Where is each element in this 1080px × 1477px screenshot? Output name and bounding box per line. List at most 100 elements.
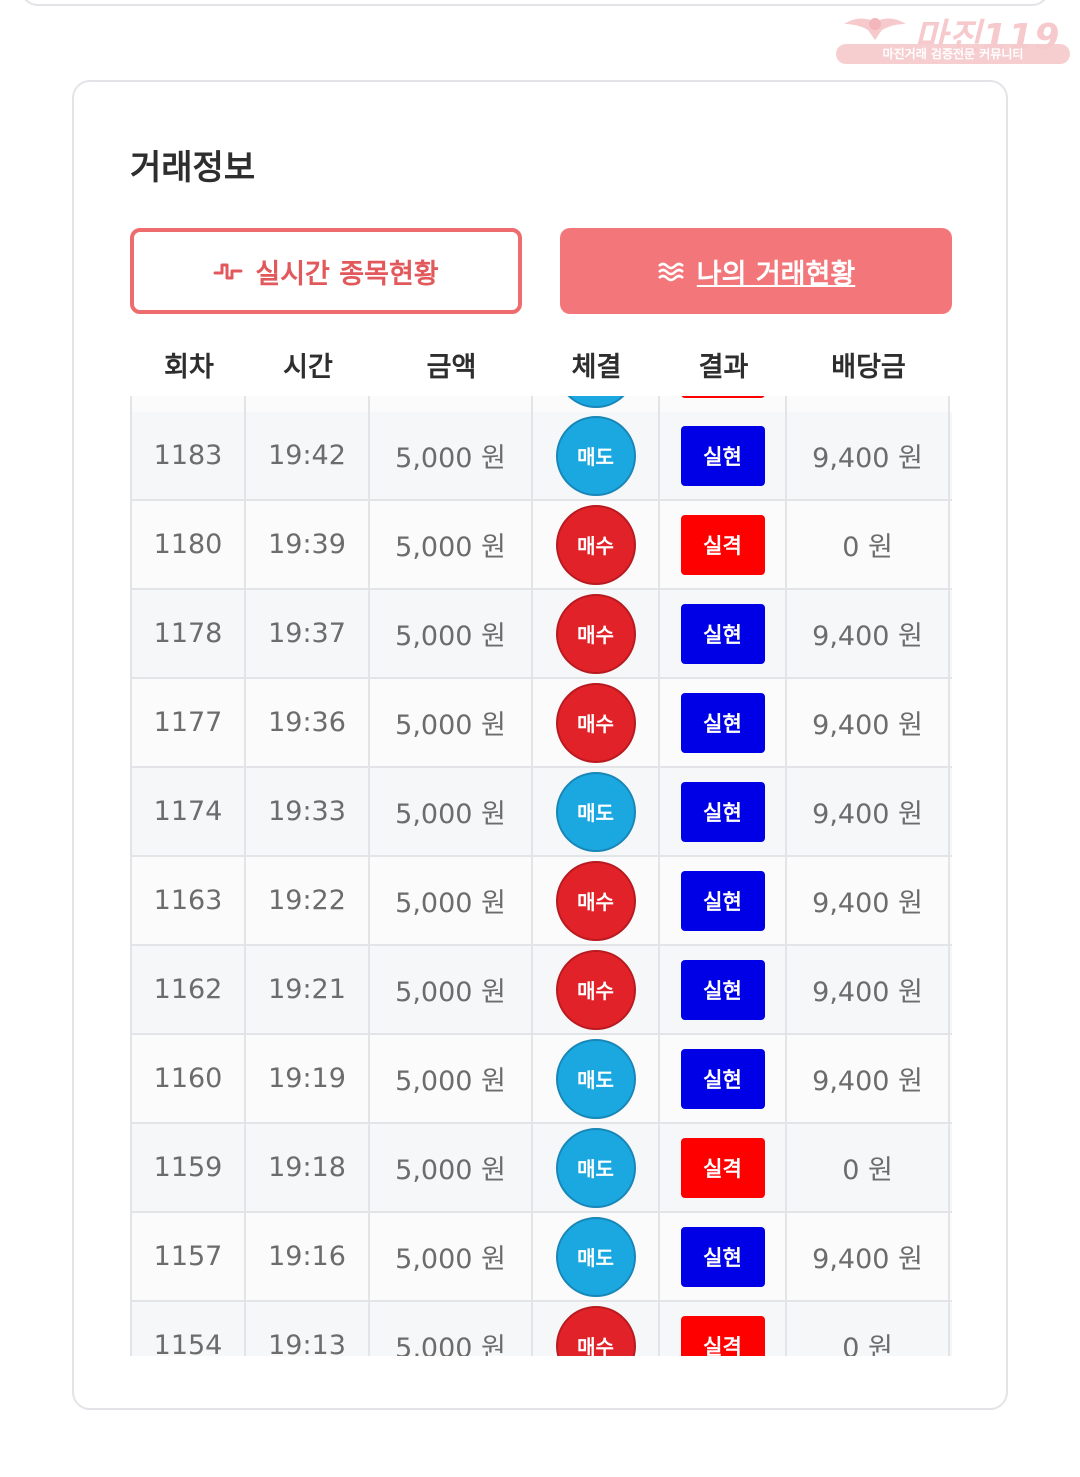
- cell-round: 1178: [132, 590, 246, 677]
- eagle-emblem-icon: [844, 18, 906, 40]
- cell-round: 1160: [132, 1035, 246, 1122]
- side-badge: 매수: [555, 949, 636, 1030]
- watermark-tagline: 마진거래 검증전문 커뮤니티: [836, 44, 1070, 64]
- cell-payout: 9,400 원: [787, 412, 950, 499]
- result-badge: 실현: [680, 603, 765, 664]
- table-header: 회차 시간 금액 체결 결과 배당금: [132, 340, 950, 396]
- waves-icon: [657, 262, 684, 282]
- cell-result: 실격: [660, 1124, 787, 1211]
- header-amount: 금액: [426, 352, 477, 383]
- cell-fill: 매수: [533, 857, 660, 944]
- side-badge: 매수: [555, 682, 636, 763]
- cell-payout: 0 원: [787, 1124, 950, 1211]
- cell-amount: 5,000 원: [370, 1035, 533, 1122]
- cell-time: 19:36: [246, 679, 370, 766]
- previous-card-edge: [20, 0, 1050, 6]
- watermark: 마진119 마진거래 검증전문 커뮤니티: [836, 8, 1070, 64]
- cell-fill: 매도: [533, 1035, 660, 1122]
- cell-fill: 매도: [533, 1124, 660, 1211]
- table-row: 1174 19:33 5,000 원 매도 실현 9,400 원: [132, 768, 952, 857]
- live-status-label: 실시간 종목현황: [255, 258, 439, 290]
- cell-amount: 5,000 원: [370, 590, 533, 677]
- cell-round: 1157: [132, 1213, 246, 1300]
- result-badge: 실격: [680, 1137, 765, 1198]
- cell-result: 실현: [660, 412, 787, 499]
- cell-amount: 5,000 원: [370, 1213, 533, 1300]
- cell-fill: 매도: [533, 768, 660, 855]
- header-fill: 체결: [571, 352, 622, 383]
- table-row: 1162 19:21 5,000 원 매수 실현 9,400 원: [132, 946, 952, 1035]
- cell-round: 1174: [132, 768, 246, 855]
- cell-fill: 매수: [533, 1302, 660, 1356]
- result-badge: 실현: [680, 781, 765, 842]
- cell-fill: 매수: [533, 679, 660, 766]
- side-badge: 매도: [555, 771, 636, 852]
- cell-payout: 9,400 원: [787, 857, 950, 944]
- cell-payout: 0 원: [787, 501, 950, 588]
- cell-round: 1180: [132, 501, 246, 588]
- result-badge: 실현: [680, 870, 765, 931]
- cell-fill: 매수: [533, 590, 660, 677]
- live-status-button[interactable]: 실시간 종목현황: [130, 228, 522, 314]
- cell-amount: 5,000 원: [370, 768, 533, 855]
- cell-round: 1162: [132, 946, 246, 1033]
- side-badge: 매도: [555, 1038, 636, 1119]
- cell-result: 실현: [660, 857, 787, 944]
- cell-amount: 5,000 원: [370, 679, 533, 766]
- cell-result: 실현: [660, 1035, 787, 1122]
- trade-table-scroll[interactable]: 1183 19:42 5,000 원 매도 실현 9,400 원 1180 19:39 5,00…: [130, 396, 952, 1356]
- table-row: 1177 19:36 5,000 원 매수 실현 9,400 원: [132, 679, 952, 768]
- cell-time: 19:39: [246, 501, 370, 588]
- result-badge: 실현: [680, 959, 765, 1020]
- cell-amount: 5,000 원: [370, 857, 533, 944]
- table-row: 1163 19:22 5,000 원 매수 실현 9,400 원: [132, 857, 952, 946]
- side-badge: 매수: [555, 593, 636, 674]
- result-badge: 실격: [680, 514, 765, 575]
- cell-payout: 0 원: [787, 1302, 950, 1356]
- cell-time: 19:22: [246, 857, 370, 944]
- header-result: 결과: [698, 352, 749, 383]
- side-badge: 매수: [555, 504, 636, 585]
- cell-amount: 5,000 원: [370, 412, 533, 499]
- cell-amount: 5,000 원: [370, 501, 533, 588]
- table-row: 1157 19:16 5,000 원 매도 실현 9,400 원: [132, 1213, 952, 1302]
- cell-amount: 5,000 원: [370, 946, 533, 1033]
- cell-time: 19:33: [246, 768, 370, 855]
- table-row: 1183 19:42 5,000 원 매도 실현 9,400 원: [132, 412, 952, 501]
- cell-round: 1177: [132, 679, 246, 766]
- side-badge: 매도: [555, 415, 636, 496]
- my-trades-label: 나의 거래현황: [696, 258, 856, 290]
- cell-result: 실현: [660, 946, 787, 1033]
- cell-time: 19:19: [246, 1035, 370, 1122]
- cell-amount: 5,000 원: [370, 1124, 533, 1211]
- table-row: 1154 19:13 5,000 원 매수 실격 0 원: [132, 1302, 952, 1356]
- scrolled-row-partial: [130, 396, 952, 412]
- cell-fill: 매수: [533, 946, 660, 1033]
- header-round: 회차: [164, 352, 214, 383]
- result-badge: 실현: [680, 1226, 765, 1287]
- header-payout: 배당금: [831, 352, 906, 383]
- my-trades-button[interactable]: 나의 거래현황: [560, 228, 952, 314]
- cell-result: 실현: [660, 590, 787, 677]
- side-badge: 매수: [555, 1305, 636, 1356]
- cell-result: 실현: [660, 1213, 787, 1300]
- side-badge: 매도: [555, 1127, 636, 1208]
- side-badge: 매수: [555, 860, 636, 941]
- table-row: 1178 19:37 5,000 원 매수 실현 9,400 원: [132, 590, 952, 679]
- table-row: 1159 19:18 5,000 원 매도 실격 0 원: [132, 1124, 952, 1213]
- pulse-icon: [213, 263, 243, 280]
- cell-time: 19:13: [246, 1302, 370, 1356]
- cell-amount: 5,000 원: [370, 1302, 533, 1356]
- cell-fill: 매수: [533, 501, 660, 588]
- table-row: 1160 19:19 5,000 원 매도 실현 9,400 원: [132, 1035, 952, 1124]
- cell-result: 실현: [660, 768, 787, 855]
- cell-time: 19:21: [246, 946, 370, 1033]
- cell-fill: 매도: [533, 412, 660, 499]
- side-badge: 매도: [555, 1216, 636, 1297]
- cell-payout: 9,400 원: [787, 679, 950, 766]
- table-row: 1180 19:39 5,000 원 매수 실격 0 원: [132, 501, 952, 590]
- cell-time: 19:37: [246, 590, 370, 677]
- cell-payout: 9,400 원: [787, 1035, 950, 1122]
- cell-payout: 9,400 원: [787, 590, 950, 677]
- cell-result: 실격: [660, 501, 787, 588]
